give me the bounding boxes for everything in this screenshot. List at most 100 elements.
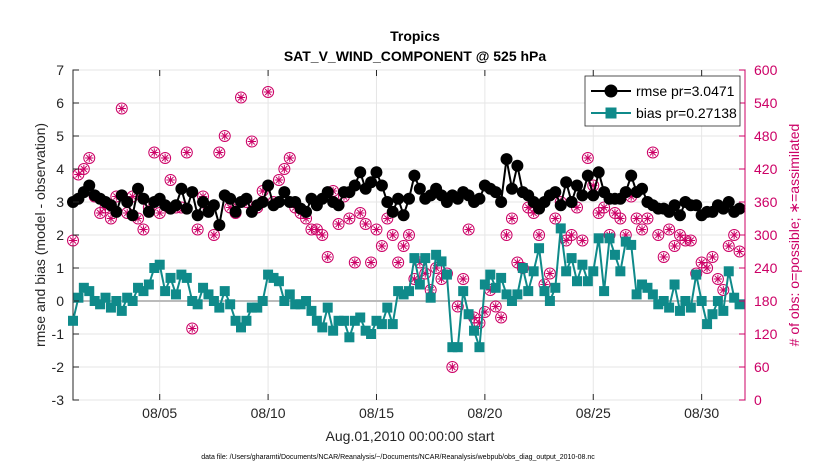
rmse-point [224,192,237,205]
rmse-point [370,166,383,179]
obs-count-point [495,311,508,324]
bias-point [393,286,404,297]
bias-point [89,296,100,306]
rmse-point [511,159,524,172]
obs-count-point [262,86,275,98]
bias-point [631,289,642,300]
rmse-point [137,192,150,205]
bias-point [463,309,474,320]
obs-count-point [706,251,719,263]
rmse-point [587,189,600,202]
obs-count-point [614,212,627,225]
obs-count-point [630,212,643,225]
rmse-point [560,176,573,189]
bias-point [534,243,545,254]
bias-point [252,302,263,313]
rmse-point [262,179,275,192]
x-tick-label: 08/15 [359,405,394,421]
bias-point [441,269,452,280]
obs-count-point [278,163,291,175]
bias-point [208,296,219,306]
rmse-point [636,182,649,195]
y-left-tick-label: -2 [52,359,65,375]
bias-point [658,296,669,306]
rmse-point [83,179,96,192]
obs-count-point [652,229,665,241]
bias-point [550,282,561,293]
bias-point [414,279,425,290]
y-left-tick-label: -3 [52,392,65,408]
obs-count-point [598,201,611,214]
y-right-tick-label: 360 [754,194,778,210]
bias-point [490,282,501,293]
bias-point [702,319,713,330]
bias-point [360,325,371,336]
bias-point [555,223,566,234]
bias-point [176,269,187,280]
bias-point [696,296,707,306]
bias-point [458,286,469,297]
bias-point [387,319,398,330]
bias-point [165,272,176,283]
legend-rmse-marker [604,84,618,98]
bias-point [349,315,360,326]
bias-point [371,315,382,326]
obs-count-point [332,218,345,230]
bias-point [544,296,555,306]
obs-count-point [343,212,356,225]
y-right-tick-label: 120 [754,326,778,342]
rmse-point [332,199,345,212]
rmse-point [272,196,285,208]
obs-count-point [272,174,285,186]
bias-point [474,342,485,353]
bias-point [376,319,387,330]
bias-point [192,299,203,310]
bias-point [653,299,664,310]
obs-count-point [370,223,383,236]
bias-point [577,259,588,270]
rmse-point [365,176,378,189]
bias-point [637,279,648,290]
bias-point [301,296,312,306]
y-right-tick-label: 0 [754,392,762,408]
obs-count-point [636,223,649,236]
y-axis-label-left: rmse and bias (model - observation) [32,123,48,347]
bias-point [344,332,355,343]
rmse-point [571,179,583,192]
rmse-point [375,179,388,192]
bias-point [143,279,154,290]
bias-point [105,302,116,313]
rmse-point [126,209,139,222]
x-tick-label: 08/30 [684,405,719,421]
obs-count-point [191,223,204,236]
y-right-tick-label: 60 [754,359,770,375]
rmse-point [576,189,589,202]
obs-count-point [446,361,459,373]
bias-point [496,272,507,283]
rmse-point [175,182,188,195]
bias-point [279,296,290,306]
rmse-point [132,182,145,195]
y-axis-label-right: # of obs: o=possible; ∗=assimilated [786,124,802,347]
obs-count-point [164,174,177,186]
bias-point [615,266,626,277]
obs-count-point [462,223,475,236]
bias-point [409,253,420,264]
rmse-point [213,219,226,232]
obs-count-point [365,256,378,269]
obs-count-point [457,273,470,285]
obs-count-point [354,207,367,219]
y-left-tick-label: 5 [56,128,64,144]
bias-point [219,286,230,297]
obs-count-point [581,152,594,164]
legend-bias-label: bias pr=0.27138 [636,105,737,121]
chart-subtitle: SAT_V_WIND_COMPONENT @ 525 hPa [284,48,547,64]
bias-point [236,322,246,333]
obs-count-point [684,234,697,247]
bias-point [322,302,333,313]
bias-point [154,259,165,270]
bias-point [273,276,284,287]
bias-point [593,233,604,244]
bias-point [111,296,122,306]
rmse-point [110,205,123,218]
